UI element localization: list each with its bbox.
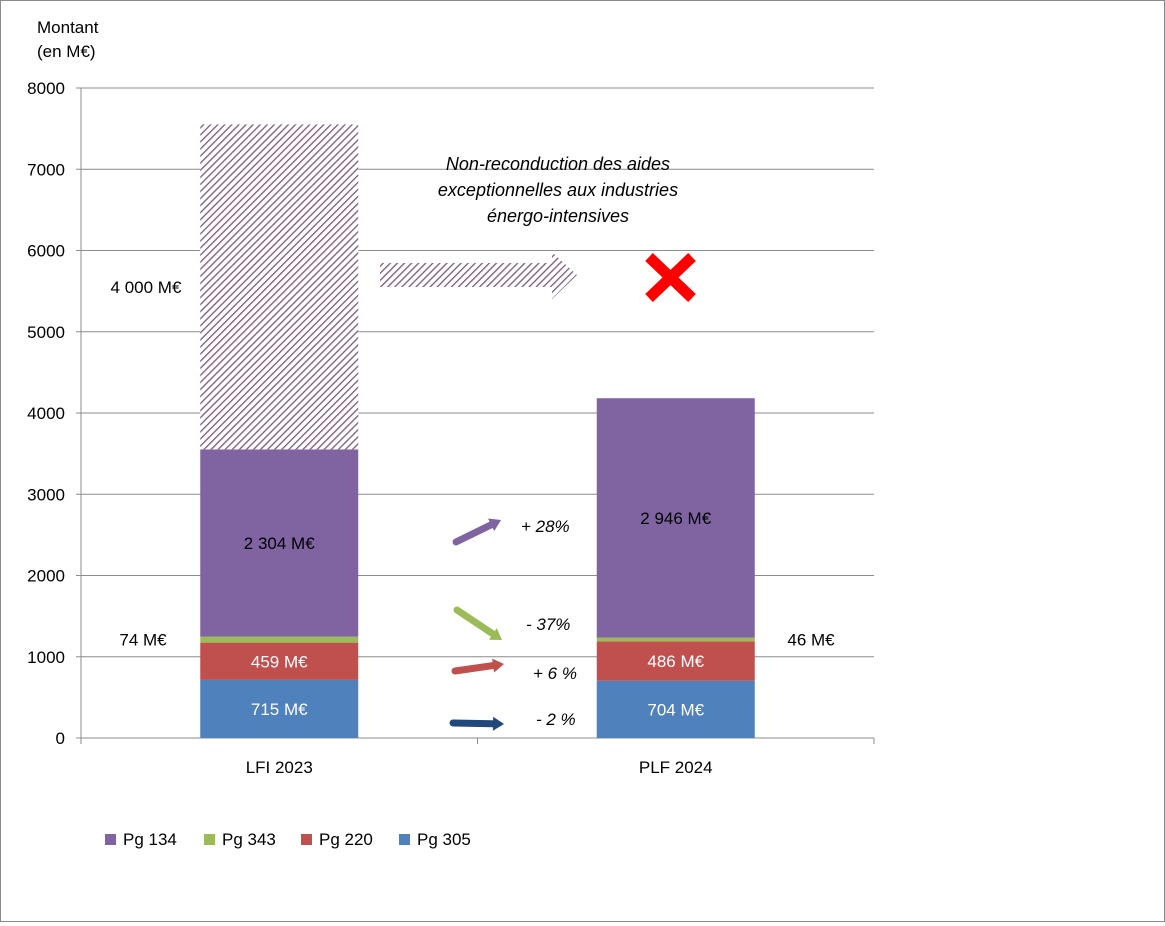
- bar-segment: [200, 449, 359, 637]
- axes: 0 1000 2000 3000 4000 5000 6000 7000 8000 LFI 202…: [27, 79, 875, 777]
- change-arrow-head: [488, 518, 501, 532]
- x-tick-label: LFI 2023: [246, 758, 313, 777]
- red-cross-stroke: [645, 253, 696, 302]
- y-tick-label: 5000: [27, 323, 65, 342]
- change-arrow-head: [492, 658, 504, 673]
- y-tick-label: 1000: [27, 648, 65, 667]
- change-label: + 6 %: [533, 664, 577, 683]
- bar-segment: [200, 636, 359, 643]
- hatched-arrow: [380, 252, 577, 299]
- change-arrow-head: [492, 716, 504, 731]
- annotation-text: Non-reconduction des aides: [446, 154, 670, 174]
- data-label: 704 M€: [647, 700, 704, 719]
- data-label: 4 000 M€: [111, 278, 182, 297]
- bar-segment: [596, 641, 755, 681]
- x-tick-label: PLF 2024: [639, 758, 713, 777]
- y-tick-label: 2000: [27, 567, 65, 586]
- legend-label: Pg 134: [123, 830, 177, 849]
- y-axis-title: Montant (en M€): [37, 18, 99, 61]
- y-tick-label: 0: [56, 729, 65, 748]
- annotation-text: énergo-intensives: [487, 206, 629, 226]
- data-label: 74 M€: [119, 631, 167, 650]
- y-tick-label: 7000: [27, 160, 65, 179]
- change-label: - 37%: [526, 615, 570, 634]
- y-tick-label: 4000: [27, 404, 65, 423]
- bar-segment: [200, 642, 359, 680]
- legend-swatch: [105, 834, 116, 845]
- change-arrow-shaft: [449, 719, 497, 728]
- y-tick-label: 6000: [27, 242, 65, 261]
- y-tick-label: 8000: [27, 79, 65, 98]
- legend-swatch: [301, 834, 312, 845]
- data-label: 486 M€: [647, 652, 704, 671]
- data-label: 2 304 M€: [244, 534, 315, 553]
- y-axis-title-line: Montant: [37, 18, 99, 37]
- data-label: 715 M€: [251, 700, 308, 719]
- bar-segment-exceptional: [200, 124, 359, 450]
- legend-swatch: [204, 834, 215, 845]
- legend-swatch: [399, 834, 410, 845]
- y-tick-label: 3000: [27, 485, 65, 504]
- bars: 715 M€ 459 M€ 74 M€ 2 304 M€ 4 000 M€ 704 M€ 4…: [111, 124, 835, 738]
- change-label: - 2 %: [536, 710, 576, 729]
- bar-segment: [596, 680, 755, 738]
- annotations: Non-reconduction des aides exceptionnelle…: [380, 154, 696, 731]
- bar-segment: [596, 637, 755, 642]
- data-label: 459 M€: [251, 652, 308, 671]
- bar-segment: [596, 398, 755, 638]
- annotation-text: exceptionnelles aux industries: [438, 180, 678, 200]
- y-axis-title-line: (en M€): [37, 42, 96, 61]
- legend: Pg 134 Pg 343 Pg 220 Pg 305: [105, 830, 471, 849]
- change-label: + 28%: [521, 517, 570, 536]
- data-label: 46 M€: [787, 630, 835, 649]
- data-label: 2 946 M€: [640, 509, 711, 528]
- legend-label: Pg 343: [222, 830, 276, 849]
- change-arrow-shaft: [451, 662, 497, 675]
- change-arrow-shaft: [452, 521, 495, 546]
- legend-label: Pg 305: [417, 830, 471, 849]
- bar-segment: [200, 679, 359, 738]
- legend-label: Pg 220: [319, 830, 373, 849]
- change-arrow-head: [488, 628, 502, 640]
- change-arrow-shaft: [453, 606, 497, 638]
